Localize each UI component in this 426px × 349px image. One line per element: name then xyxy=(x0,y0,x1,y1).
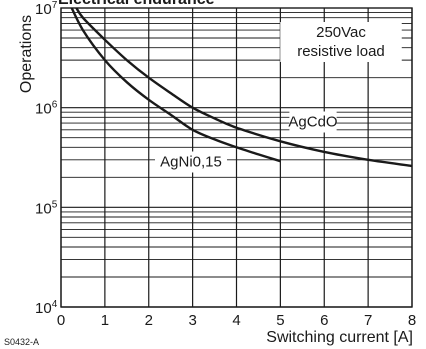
chart-title: Electrical endurance xyxy=(58,0,215,8)
x-tick-label: 0 xyxy=(57,312,65,329)
series-label-agni-bg xyxy=(155,151,227,173)
x-tick-label: 5 xyxy=(276,312,284,329)
series-label-agni: AgNi0,15 xyxy=(155,151,227,173)
x-tick-label: 4 xyxy=(232,312,240,329)
figure-code: S0432-A xyxy=(4,337,39,347)
annotation-load-bg xyxy=(280,22,402,62)
annotation-load-text: 250Vac xyxy=(316,24,366,41)
y-tick-label: 107 xyxy=(35,0,58,18)
x-tick-label: 3 xyxy=(188,312,196,329)
series-label-agni-text: AgNi0,15 xyxy=(160,154,222,171)
annotation-load-text: resistive load xyxy=(297,43,385,60)
plot-frame xyxy=(60,7,413,308)
y-axis-label: Operations xyxy=(18,15,35,93)
series-label-agcdo-text: AgCdO xyxy=(288,114,337,131)
annotation-load: 250Vac resistive load xyxy=(280,22,402,62)
x-tick-label: 6 xyxy=(320,312,328,329)
series-labels: 250Vac resistive load AgCdO AgNi0,15 xyxy=(155,22,402,173)
x-tick-label: 8 xyxy=(408,312,416,329)
y-tick-label: 105 xyxy=(35,199,58,217)
y-tick-label: 104 xyxy=(35,299,58,317)
series-lines xyxy=(70,8,412,168)
x-tick-label: 1 xyxy=(101,312,109,329)
series-label-agcdo: AgCdO xyxy=(288,111,338,133)
series-agni-line xyxy=(70,8,281,163)
y-tick-label: 106 xyxy=(35,100,58,118)
axes: 0 1 2 3 4 5 6 7 8 104 105 106 107 xyxy=(35,0,416,329)
x-tick-label: 2 xyxy=(145,312,153,329)
x-axis-label: Switching current [A] xyxy=(266,329,413,346)
series-label-agcdo-bg xyxy=(289,111,337,133)
series-agcdo-line xyxy=(75,8,412,168)
x-tick-label: 7 xyxy=(364,312,372,329)
